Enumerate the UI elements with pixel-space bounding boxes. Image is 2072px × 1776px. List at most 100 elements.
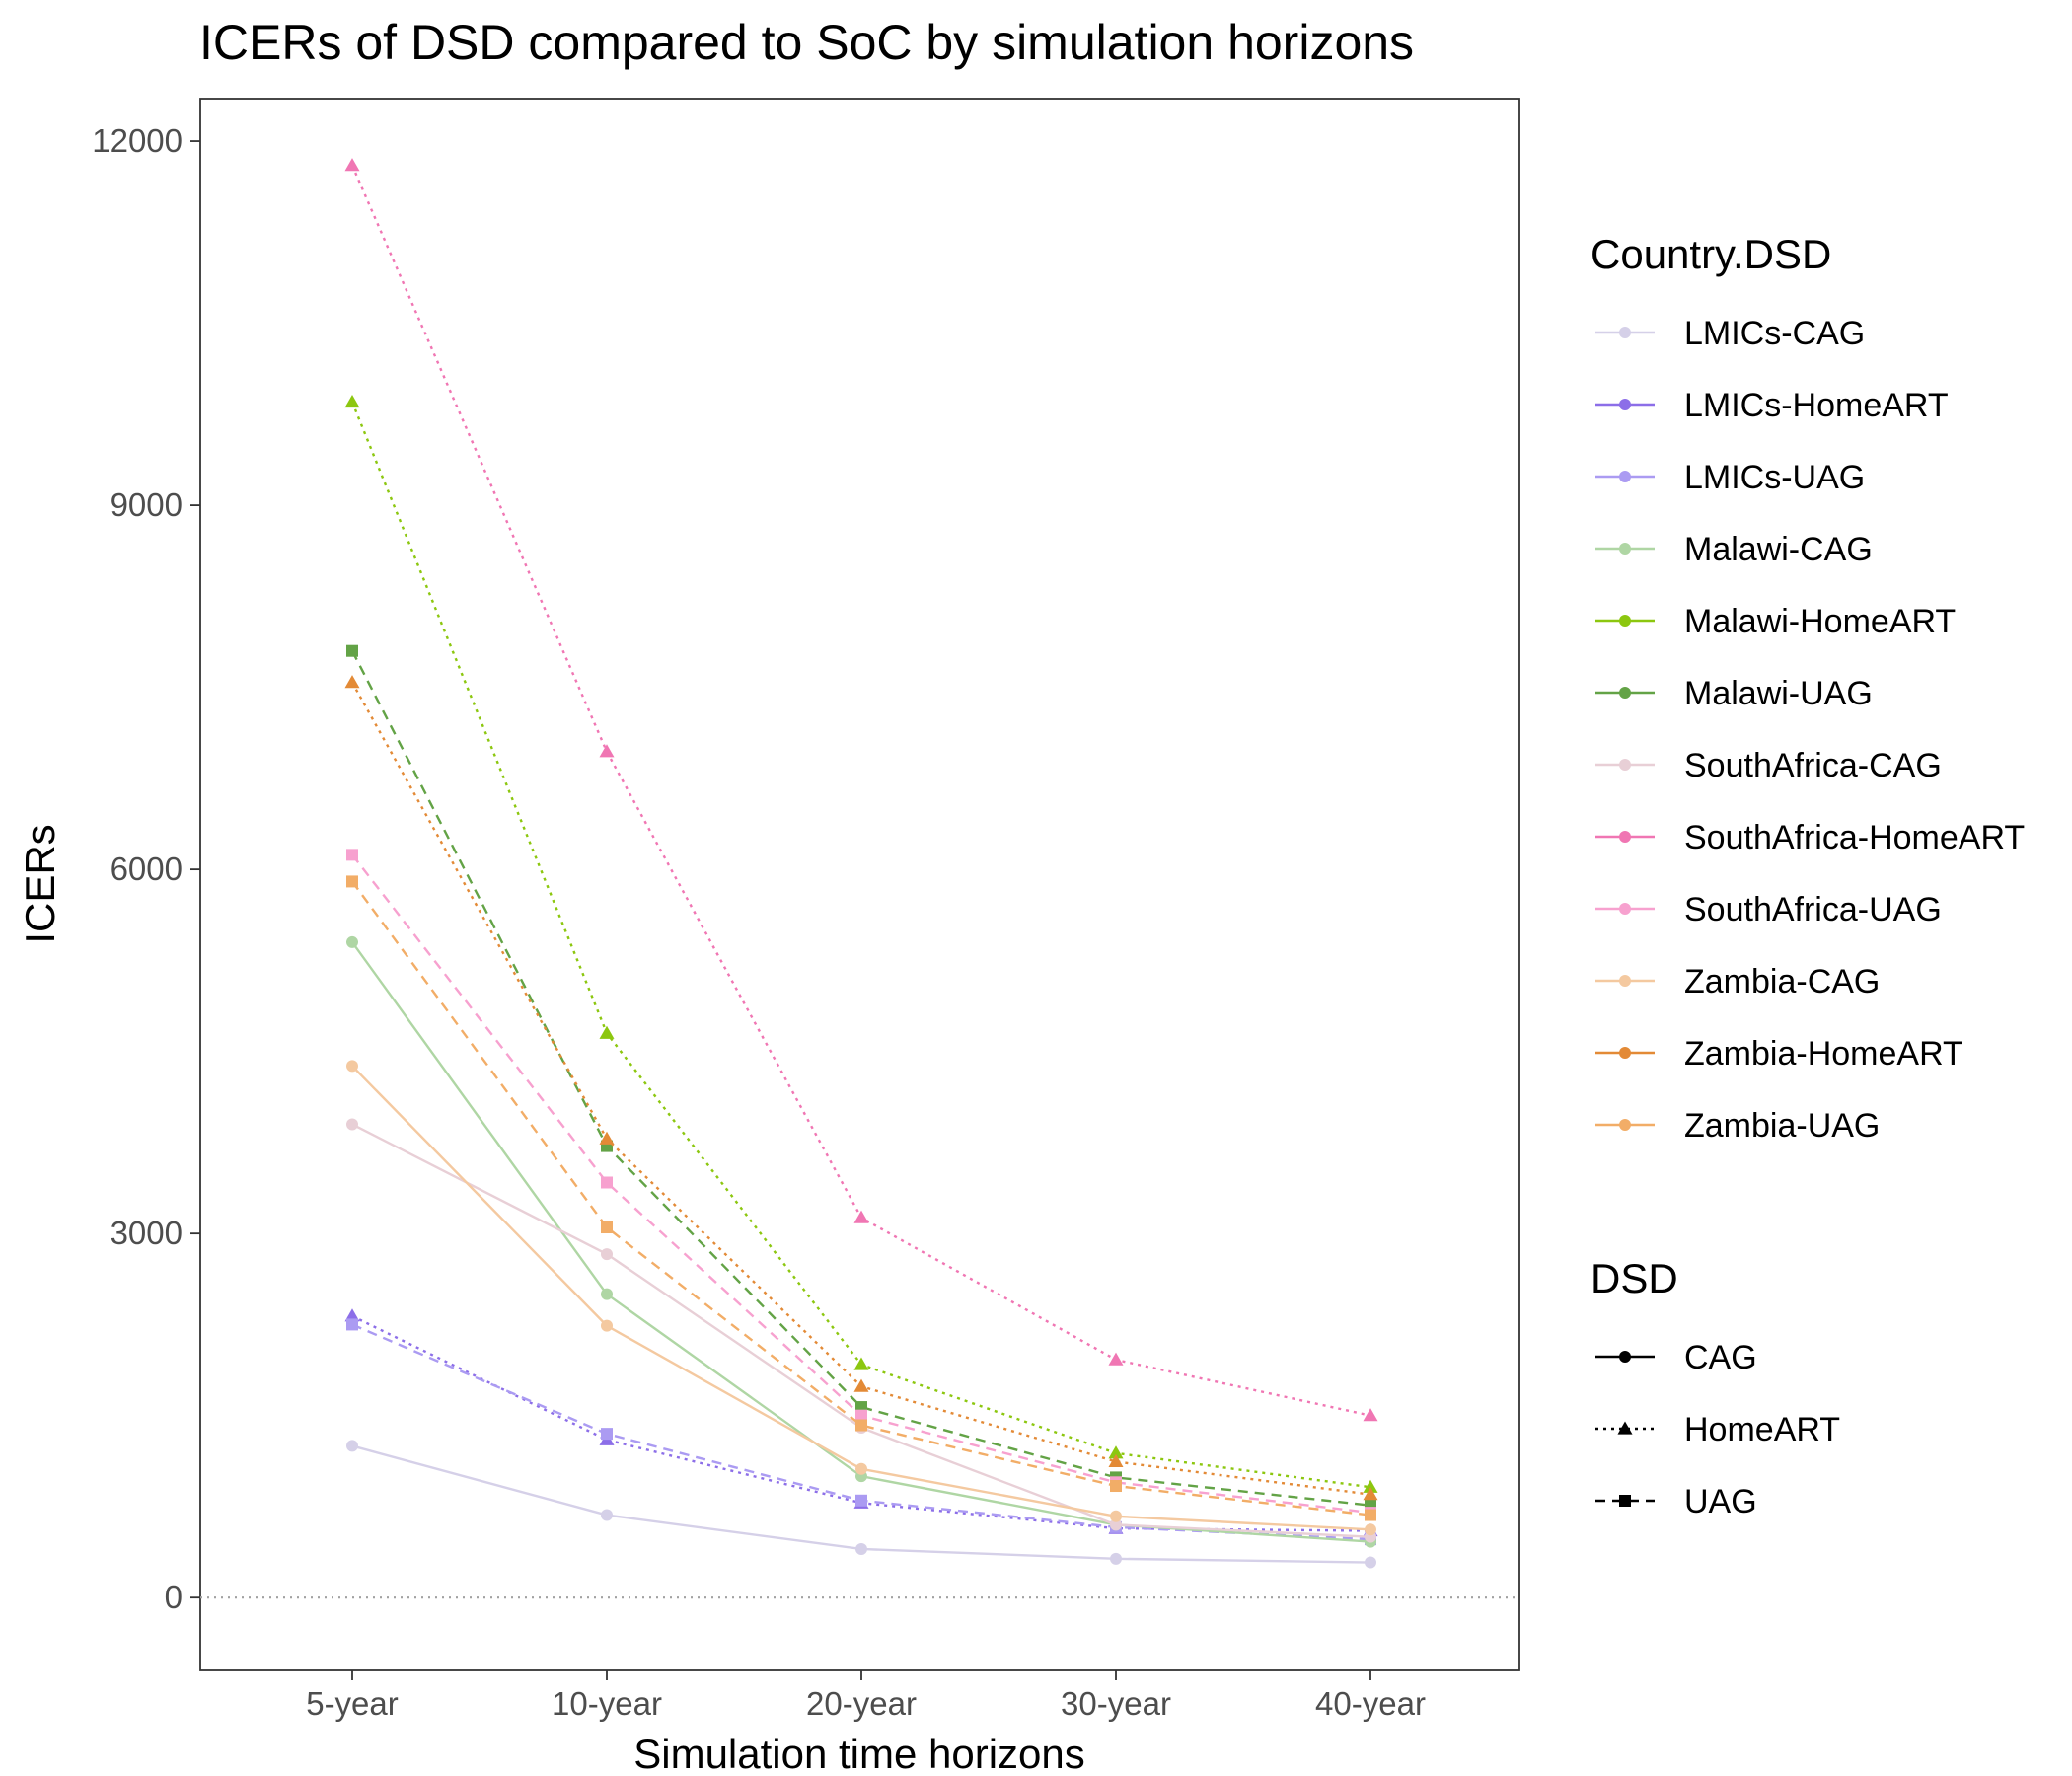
legend-key-marker xyxy=(1619,759,1631,771)
legend-key-marker xyxy=(1619,975,1631,987)
legend-item: LMICs-CAG xyxy=(1595,315,1865,352)
legend-label: SouthAfrica-HomeART xyxy=(1684,819,2025,856)
data-point xyxy=(1363,1487,1378,1501)
series-line xyxy=(351,1065,1371,1531)
series-lmics-cag xyxy=(346,1440,1376,1569)
data-point xyxy=(853,1357,869,1370)
data-point xyxy=(601,1319,613,1332)
y-tick-label: 9000 xyxy=(111,486,183,523)
x-tick-label: 10-year xyxy=(552,1685,662,1722)
data-point xyxy=(346,644,358,657)
legend-item: Zambia-UAG xyxy=(1595,1107,1880,1145)
legend-label: Malawi-HomeART xyxy=(1684,603,1956,640)
legend-key-marker xyxy=(1619,1047,1631,1059)
series-line xyxy=(351,880,1371,1517)
legend-dsd-key-marker xyxy=(1619,1351,1631,1363)
legend-item: SouthAfrica-CAG xyxy=(1595,747,1942,784)
legend-country-dsd-title: Country.DSD xyxy=(1591,231,1831,277)
series-line xyxy=(350,165,1371,1417)
chart-title: ICERs of DSD compared to SoC by simulati… xyxy=(199,15,1414,70)
data-point xyxy=(344,675,360,689)
series-malawi-homeart xyxy=(344,395,1378,1493)
legend-item: LMICs-HomeART xyxy=(1595,387,1949,424)
series-southafrica-homeart xyxy=(344,158,1378,1422)
legend-dsd: DSD CAG HomeART UAG xyxy=(1591,1255,1840,1520)
legend-dsd-key-marker xyxy=(1617,1421,1633,1435)
legend-key-marker xyxy=(1619,831,1631,843)
legend-key-marker xyxy=(1619,687,1631,699)
data-point xyxy=(855,1409,867,1422)
series-layer xyxy=(344,158,1378,1569)
data-point xyxy=(855,1542,867,1555)
series-malawi-cag xyxy=(346,935,1376,1548)
legend-dsd-label: HomeART xyxy=(1684,1411,1840,1448)
legend-label: Zambia-HomeART xyxy=(1684,1035,1963,1073)
x-tick-label: 20-year xyxy=(806,1685,917,1722)
series-line xyxy=(350,650,1371,1507)
legend-dsd-title: DSD xyxy=(1591,1255,1678,1301)
data-point xyxy=(344,395,360,408)
series-zambia-uag xyxy=(346,875,1376,1521)
series-southafrica-uag xyxy=(346,849,1376,1519)
legend-label: LMICs-CAG xyxy=(1684,315,1865,352)
data-point xyxy=(346,1060,358,1073)
data-point xyxy=(599,1131,615,1145)
data-point xyxy=(853,1378,869,1392)
legend-label: Malawi-UAG xyxy=(1684,675,1873,712)
data-point xyxy=(601,1428,613,1441)
data-point xyxy=(599,744,615,758)
legend-item: Malawi-UAG xyxy=(1595,675,1873,712)
legend-dsd-label: CAG xyxy=(1684,1339,1757,1376)
y-axis: 0 3000 6000 9000 12000 xyxy=(92,122,200,1615)
y-tick-label: 0 xyxy=(165,1579,183,1615)
data-point xyxy=(601,1248,613,1261)
legend-dsd-item: HomeART xyxy=(1595,1411,1840,1448)
data-point xyxy=(1110,1518,1122,1531)
legend-label: Zambia-UAG xyxy=(1684,1107,1880,1145)
legend-key-marker xyxy=(1619,1119,1631,1131)
data-point xyxy=(346,849,358,861)
legend-key-marker xyxy=(1619,615,1631,627)
legend-dsd-item: UAG xyxy=(1595,1483,1757,1520)
y-tick-label: 3000 xyxy=(111,1215,183,1251)
legend-country-dsd: Country.DSD LMICs-CAG LMICs-HomeART LMICs-… xyxy=(1591,231,2025,1145)
legend-dsd-key-marker xyxy=(1619,1495,1631,1507)
legend-label: LMICs-HomeART xyxy=(1684,387,1949,424)
series-zambia-homeart xyxy=(344,675,1378,1501)
legend-dsd-item: CAG xyxy=(1595,1339,1757,1376)
legend-item: Zambia-CAG xyxy=(1595,963,1880,1000)
data-point xyxy=(1110,1510,1122,1522)
data-point xyxy=(1365,1556,1376,1569)
legend-item: Malawi-HomeART xyxy=(1595,603,1956,640)
legend-item: Zambia-HomeART xyxy=(1595,1035,1963,1073)
legend-label: LMICs-UAG xyxy=(1684,459,1865,496)
data-point xyxy=(855,1419,867,1432)
data-point xyxy=(346,875,358,888)
data-point xyxy=(1365,1523,1376,1536)
data-point xyxy=(1363,1479,1378,1493)
data-point xyxy=(855,1494,867,1507)
x-axis: 5-year 10-year 20-year 30-year 40-year xyxy=(306,1670,1426,1722)
data-point xyxy=(855,1462,867,1475)
data-point xyxy=(1108,1352,1124,1366)
data-point xyxy=(601,1288,613,1300)
data-point xyxy=(344,158,360,172)
data-point xyxy=(1108,1445,1124,1459)
data-point xyxy=(346,1440,358,1452)
data-point xyxy=(601,1176,613,1189)
data-point xyxy=(599,1025,615,1039)
data-point xyxy=(346,1318,358,1331)
series-zambia-cag xyxy=(346,1060,1376,1536)
legend-item: LMICs-UAG xyxy=(1595,459,1865,496)
series-line xyxy=(350,402,1371,1489)
data-point xyxy=(1110,1552,1122,1565)
series-line xyxy=(351,941,1371,1543)
legend-key-marker xyxy=(1619,543,1631,555)
y-tick-label: 12000 xyxy=(92,122,183,159)
data-point xyxy=(1363,1408,1378,1422)
x-tick-label: 30-year xyxy=(1061,1685,1171,1722)
data-point xyxy=(1365,1509,1376,1521)
legend-key-marker xyxy=(1619,903,1631,915)
x-tick-label: 5-year xyxy=(306,1685,399,1722)
